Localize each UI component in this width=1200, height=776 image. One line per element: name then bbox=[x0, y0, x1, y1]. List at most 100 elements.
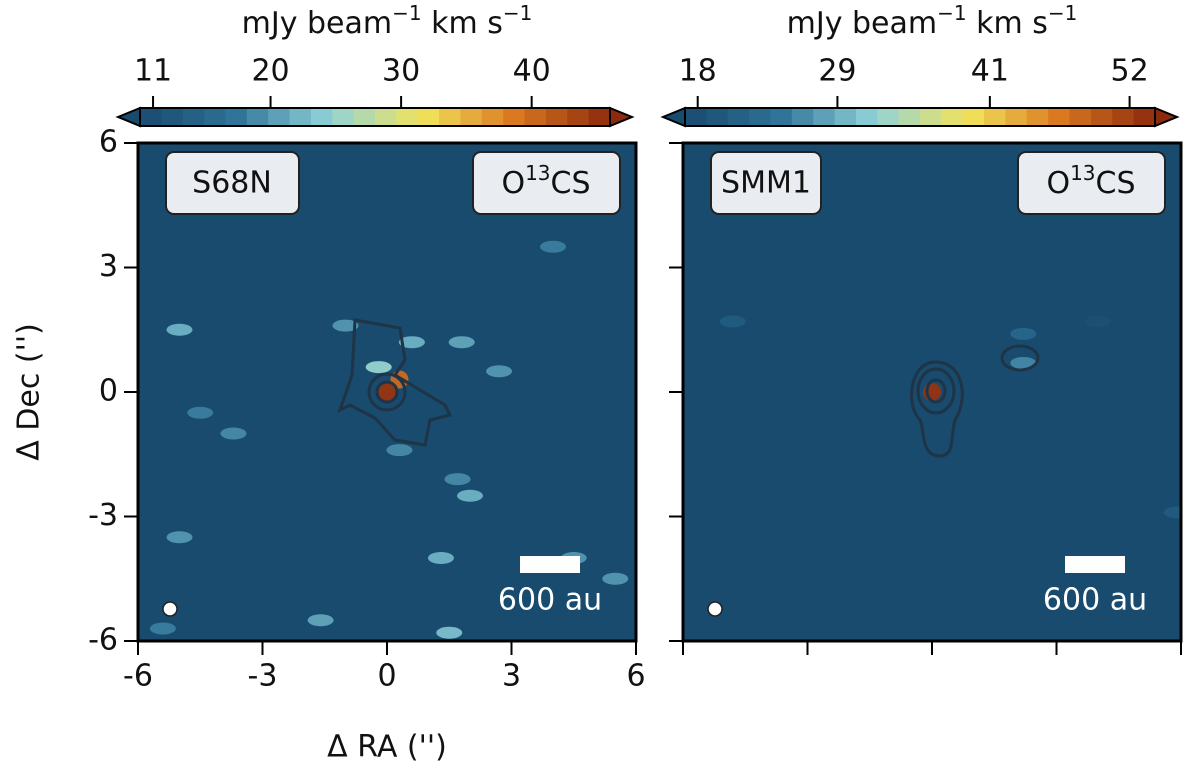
emission bbox=[540, 240, 566, 253]
colorbar-segment bbox=[834, 108, 857, 126]
colorbar-segment bbox=[1112, 108, 1135, 126]
contours bbox=[337, 318, 453, 447]
emission bbox=[187, 406, 214, 419]
emission bbox=[427, 552, 454, 564]
molecule-base: O bbox=[501, 166, 525, 201]
colorbar-segment bbox=[813, 108, 836, 126]
colorbar-segment bbox=[332, 108, 355, 126]
colorbar-segment bbox=[770, 108, 793, 126]
contours bbox=[910, 344, 1040, 458]
colorbar-segment bbox=[481, 108, 504, 126]
molecule-label: O13CS bbox=[501, 161, 590, 201]
colorbar-segment bbox=[706, 108, 729, 126]
colorbar-tick-label: 40 bbox=[513, 54, 551, 89]
colorbar-tick-label: 20 bbox=[251, 54, 289, 89]
colorbar-segment bbox=[962, 108, 985, 126]
emission bbox=[444, 473, 471, 486]
x-tick-label: -6 bbox=[123, 659, 153, 694]
colorbar-label-text: km s bbox=[967, 6, 1048, 41]
colorbar-tick-label: 52 bbox=[1111, 54, 1149, 89]
molecule-box bbox=[472, 151, 621, 215]
source-box bbox=[710, 151, 822, 215]
colorbar-tick-label: 18 bbox=[679, 54, 717, 89]
molecule-base: O bbox=[1046, 166, 1070, 201]
scale-bar bbox=[520, 556, 580, 573]
molecule-sup: 13 bbox=[525, 161, 550, 185]
colorbar-segment bbox=[855, 108, 878, 126]
colorbar-tick-label: 29 bbox=[818, 54, 856, 89]
colorbar-extend-low bbox=[660, 106, 686, 128]
scale-bar bbox=[1065, 556, 1125, 573]
x-tick-label: 3 bbox=[502, 659, 521, 694]
colorbar-segment bbox=[567, 108, 590, 126]
emission bbox=[602, 572, 629, 585]
colorbar-segment bbox=[310, 108, 333, 126]
colorbar-segment bbox=[685, 108, 707, 126]
colorbar-segment bbox=[941, 108, 964, 126]
colorbar-segment bbox=[588, 108, 611, 126]
emission bbox=[365, 361, 392, 374]
colorbar-segment bbox=[898, 108, 921, 126]
source-box bbox=[165, 151, 300, 215]
colorbar-label-text: mJy beam bbox=[787, 6, 937, 41]
colorbar-segment bbox=[460, 108, 483, 126]
colorbar-segment bbox=[749, 108, 771, 126]
x-tick-label: 0 bbox=[377, 659, 396, 694]
emission bbox=[398, 336, 425, 349]
emission bbox=[1085, 315, 1111, 328]
emission bbox=[307, 614, 334, 627]
y-tick-label: -3 bbox=[88, 498, 118, 533]
colorbar-segment bbox=[225, 108, 248, 126]
y-tick-label: 6 bbox=[99, 125, 118, 160]
molecule-label: O13CS bbox=[1046, 161, 1135, 201]
beam bbox=[162, 601, 178, 617]
emission bbox=[457, 489, 483, 502]
colorbar-frame bbox=[684, 107, 1156, 127]
colorbar-segment bbox=[1133, 108, 1156, 126]
colorbar-segment bbox=[1005, 108, 1028, 126]
colorbar-tick-label: 41 bbox=[971, 54, 1009, 89]
molecule-sup: 13 bbox=[1070, 161, 1095, 185]
emission bbox=[149, 622, 176, 635]
colorbar-label-sup: −1 bbox=[392, 1, 421, 25]
y-tick-label: -6 bbox=[88, 623, 118, 658]
y-tick-label: 3 bbox=[99, 249, 118, 284]
y-tick-label: 0 bbox=[99, 374, 118, 409]
emission bbox=[1163, 506, 1181, 519]
colorbar-segment bbox=[268, 108, 291, 126]
beam bbox=[707, 601, 723, 617]
colorbar-segment bbox=[877, 108, 900, 126]
molecule-box bbox=[1017, 151, 1166, 215]
y-axis-label: Δ Dec ('') bbox=[12, 323, 47, 461]
emission bbox=[332, 319, 359, 332]
colorbar-segment bbox=[984, 108, 1006, 126]
colorbar-segment bbox=[920, 108, 942, 126]
colorbar-segment bbox=[182, 108, 205, 126]
colorbar-segment bbox=[503, 108, 526, 126]
colorbar-segment bbox=[396, 108, 419, 126]
colorbar-segment bbox=[246, 108, 269, 126]
emission bbox=[386, 444, 413, 457]
colorbar-segment bbox=[727, 108, 750, 126]
x-tick-label: 6 bbox=[626, 659, 645, 694]
scale-bar-label: 600 au bbox=[1043, 583, 1147, 618]
emission bbox=[719, 315, 746, 328]
emission bbox=[378, 383, 396, 401]
colorbar-extend-high bbox=[1154, 106, 1180, 128]
scale-bar-label: 600 au bbox=[498, 583, 602, 618]
molecule-rest: CS bbox=[1096, 166, 1136, 201]
emission bbox=[448, 336, 475, 349]
colorbar-segment bbox=[791, 108, 814, 126]
colorbar-segment bbox=[417, 108, 440, 126]
colorbar-label-sup: −1 bbox=[937, 1, 966, 25]
colorbar-extend-high bbox=[609, 106, 635, 128]
colorbar-segment bbox=[1026, 108, 1049, 126]
colorbar-segment bbox=[545, 108, 568, 126]
colorbar-extend-low bbox=[115, 106, 141, 128]
x-axis-label: Δ RA ('') bbox=[327, 730, 447, 765]
colorbar-label: mJy beam−1 km s−1 bbox=[242, 1, 533, 41]
colorbar-frame bbox=[139, 107, 611, 127]
colorbar-segment bbox=[140, 108, 162, 126]
colorbar-segment bbox=[1048, 108, 1071, 126]
